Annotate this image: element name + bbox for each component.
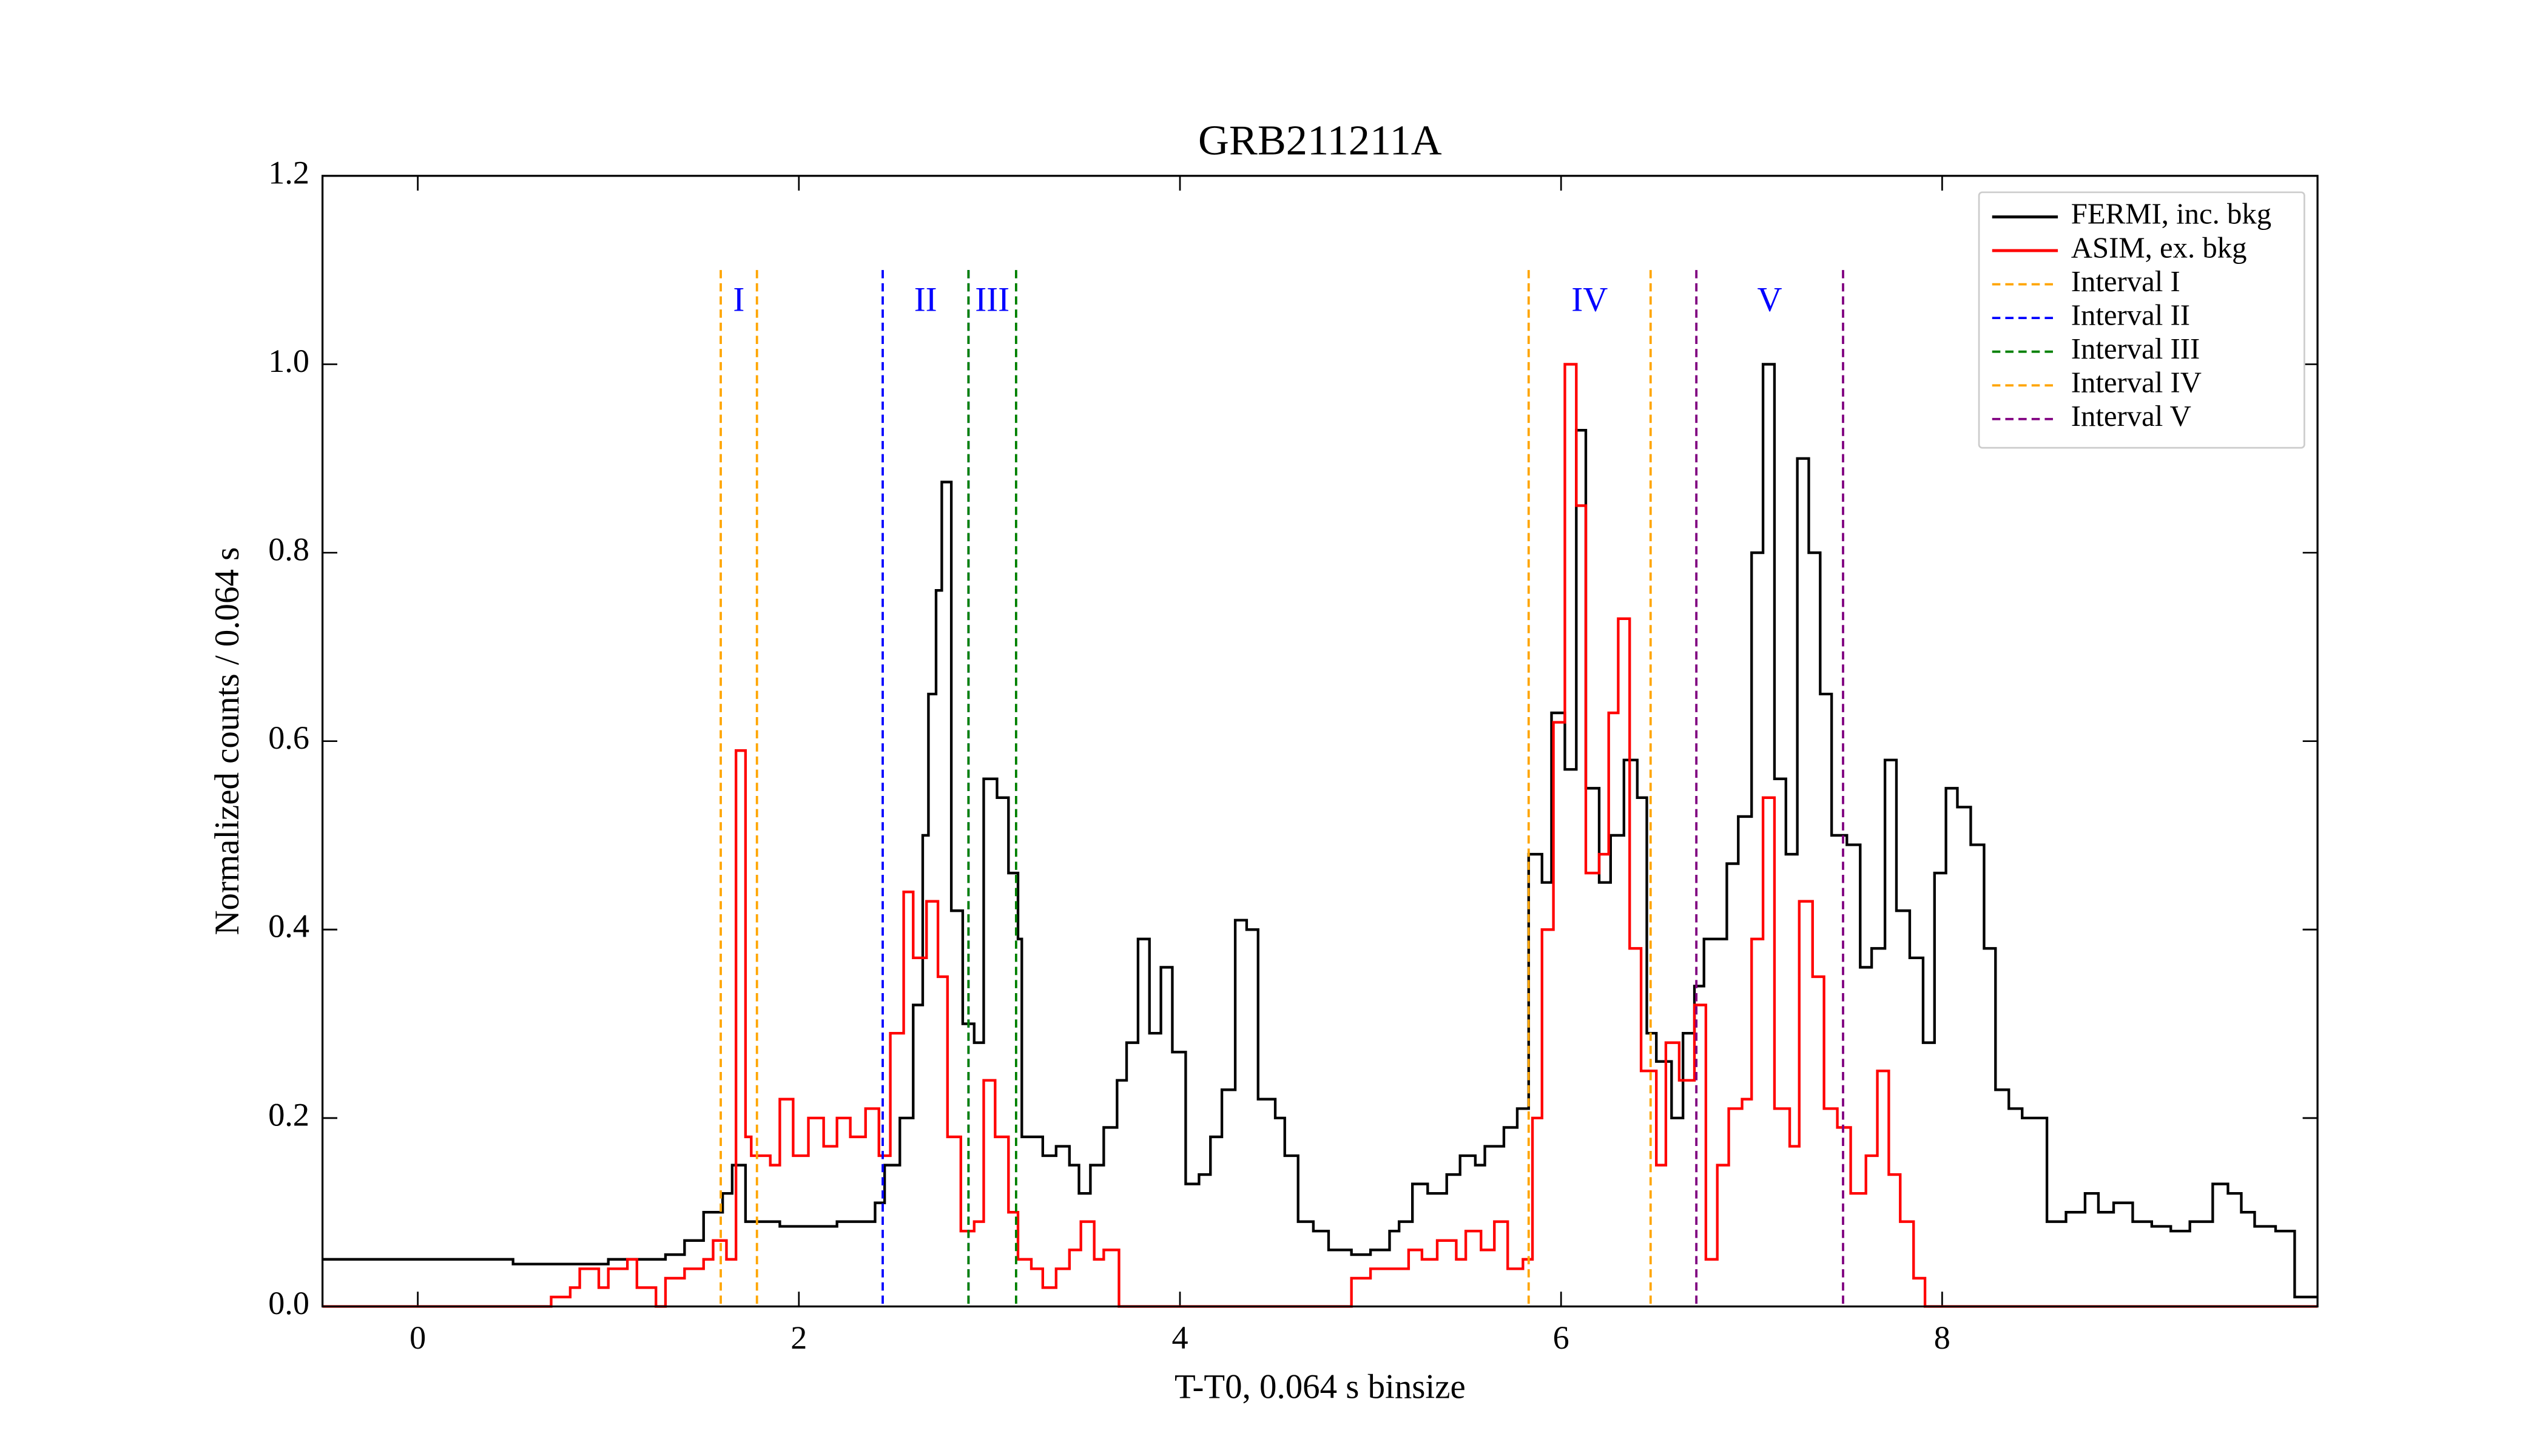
y-tick-label: 0.2 [268, 1096, 309, 1133]
legend-label: Interval III [2071, 332, 2200, 365]
y-tick-label: 0.2 [268, 1096, 309, 1133]
interval-label: II [914, 281, 937, 319]
step-line [322, 363, 2318, 1308]
step-line [322, 363, 2318, 1299]
legend-label: Interval V [2071, 400, 2191, 433]
y-tick-label: 0.0 [268, 1285, 309, 1321]
legend-box [1978, 191, 2305, 449]
plot-frame [321, 175, 2319, 1308]
legend-label: Interval II [2071, 298, 2190, 331]
y-tick-label: 1.2 [268, 154, 309, 190]
chart-title: GRB211211A [1198, 117, 1442, 164]
y-axis-label: Normalized counts / 0.064 s [208, 547, 246, 935]
legend-label: ASIM, ex. bkg [2071, 231, 2247, 264]
interval-label: I [733, 281, 744, 319]
y-tick-label: 0.8 [268, 531, 309, 567]
x-tick-label: 0 [410, 1320, 426, 1356]
x-tick-label: 4 [1171, 1320, 1188, 1356]
x-tick-label: 8 [1934, 1320, 1950, 1356]
legend-label: FERMI, inc. bkg [2071, 198, 2271, 231]
y-tick-label: 0.4 [268, 908, 309, 945]
interval-label: III [975, 281, 1009, 319]
interval-label: V [1758, 281, 1782, 319]
interval-label: IV [1571, 281, 1608, 319]
y-tick-label: 0.6 [268, 720, 309, 756]
x-tick-label: 6 [1553, 1320, 1569, 1356]
x-tick-label: 2 [790, 1320, 807, 1356]
x-axis-label: T-T0, 0.064 s binsize [1175, 1368, 1466, 1406]
y-tick-label: 0.4 [268, 908, 309, 945]
y-tick-label: 1.0 [268, 343, 309, 379]
legend-label: Interval I [2071, 265, 2180, 298]
legend-label: Interval IV [2071, 366, 2202, 399]
